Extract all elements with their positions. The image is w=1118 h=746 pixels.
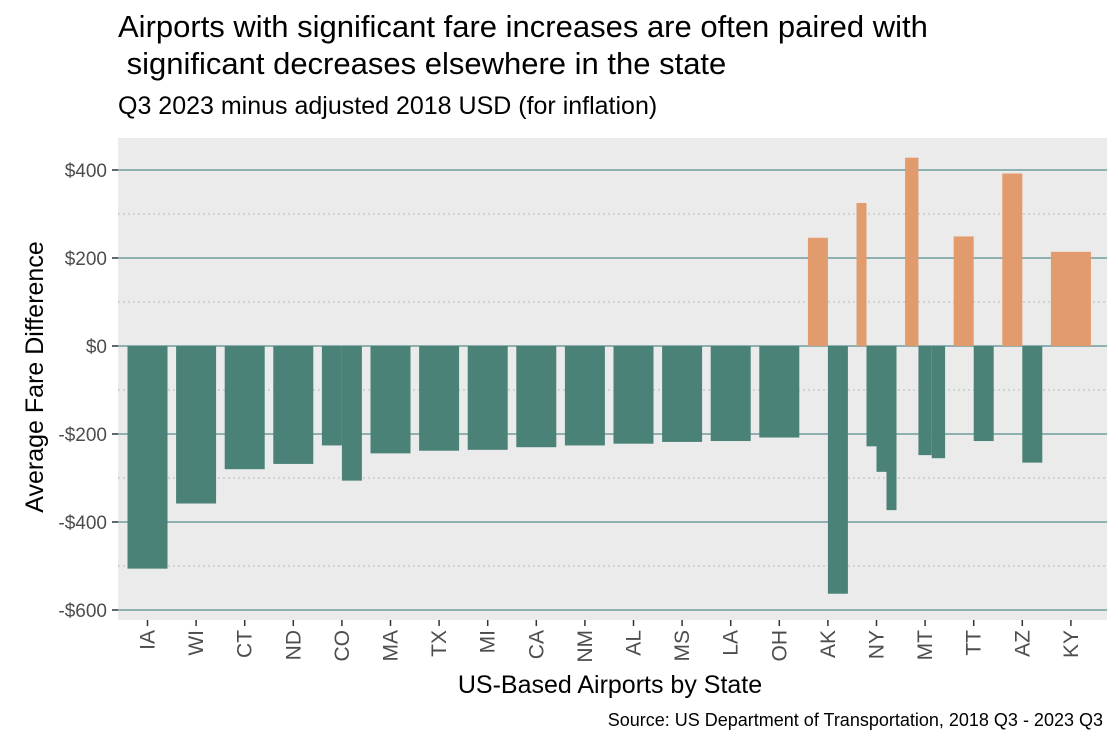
bar-ny <box>876 346 887 472</box>
x-tick-label: KY <box>1060 630 1083 658</box>
x-tick-label: AZ <box>1011 630 1034 657</box>
y-tick-label: -$400 <box>58 513 107 534</box>
bar-ny <box>886 346 897 511</box>
bar-az <box>1022 346 1043 463</box>
x-tick-label: MA <box>380 630 403 662</box>
x-tick-label: MI <box>477 630 500 653</box>
bar-ma <box>370 346 411 454</box>
x-tick-label: CA <box>525 630 548 659</box>
bar-nm <box>564 346 605 446</box>
x-tick-label: MT <box>914 630 937 660</box>
x-tick-label: IA <box>137 630 160 650</box>
x-tick-label: AL <box>623 630 646 656</box>
bar-ny <box>866 346 877 447</box>
x-axis-ticks: IA WI CT ND CO MA TX MI CA NM AL MS LA OH AK NY MT TT AZ KY <box>137 620 1083 663</box>
bar-ak <box>827 346 848 594</box>
x-tick-label: NM <box>574 630 597 663</box>
bar-tt <box>953 236 974 346</box>
bar-ct <box>224 346 265 470</box>
bar-al <box>613 346 654 444</box>
bar-ky <box>1050 251 1091 346</box>
y-axis-ticks: -$600 -$400 -$200 $0 $200 $400 <box>58 161 118 622</box>
bar-ia <box>127 346 168 569</box>
x-axis-title: US-Based Airports by State <box>458 671 762 699</box>
x-tick-label: WI <box>185 630 208 656</box>
y-axis-title: Average Fare Difference <box>21 241 49 512</box>
bar-oh <box>759 346 800 438</box>
y-tick-label: -$600 <box>58 601 107 622</box>
x-tick-label: CO <box>331 630 354 662</box>
bar-co <box>341 346 362 481</box>
bar-az <box>1002 173 1023 346</box>
x-tick-label: MS <box>671 630 694 662</box>
bar-nd <box>273 346 314 464</box>
x-tick-label: LA <box>720 630 743 656</box>
chart-title: Airports with significant fare increases… <box>118 9 928 81</box>
bar-ak <box>807 237 828 346</box>
bar-ms <box>662 346 703 442</box>
bar-co <box>321 346 342 446</box>
x-tick-label: OH <box>768 630 791 662</box>
bar-tt <box>973 346 994 442</box>
x-tick-label: ND <box>282 630 305 660</box>
bar-mt <box>931 346 946 459</box>
y-tick-label: $0 <box>86 337 107 358</box>
x-tick-label: CT <box>234 630 257 658</box>
chart-subtitle: Q3 2023 minus adjusted 2018 USD (for inf… <box>118 92 658 120</box>
bar-ny <box>856 203 867 346</box>
x-tick-label: TT <box>963 630 986 656</box>
bar-mt <box>918 346 932 456</box>
bar-mt <box>905 157 919 346</box>
y-tick-label: $400 <box>65 161 107 182</box>
plot-panel <box>118 138 1107 620</box>
bar-la <box>710 346 751 442</box>
bar-mi <box>467 346 508 450</box>
y-tick-label: $200 <box>65 249 107 270</box>
bars <box>127 157 1091 594</box>
source-caption: Source: US Department of Transportation,… <box>608 710 1103 730</box>
bar-ca <box>516 346 557 448</box>
bar-tx <box>419 346 460 451</box>
x-tick-label: TX <box>428 630 451 657</box>
bar-wi <box>176 346 217 504</box>
x-tick-label: NY <box>866 630 889 659</box>
y-tick-label: -$200 <box>58 425 107 446</box>
x-tick-label: AK <box>817 630 840 658</box>
